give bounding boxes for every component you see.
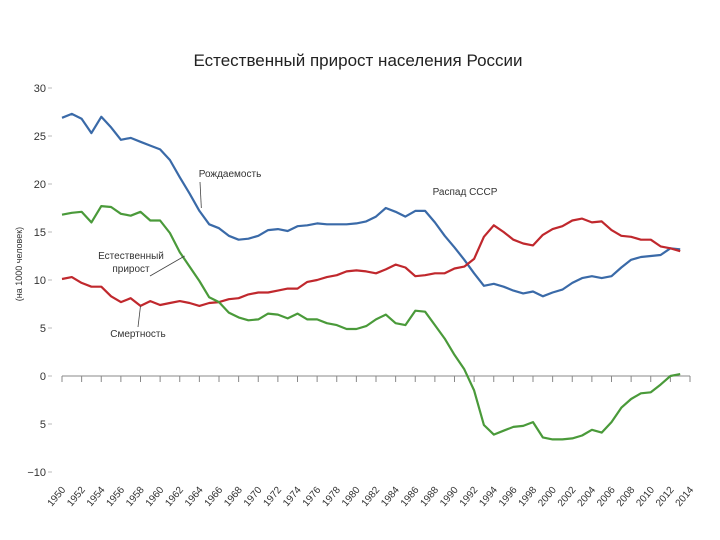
chart-title: Естественный прирост населения России — [193, 51, 522, 70]
x-tick-label: 2012 — [654, 485, 677, 509]
series-line — [61, 217, 681, 307]
x-tick-label: 1966 — [203, 485, 226, 509]
x-tick-label: 1954 — [85, 485, 108, 509]
x-tick-label: 1960 — [144, 485, 167, 509]
x-tick-label: 1986 — [399, 485, 422, 509]
annotation-leader — [137, 305, 141, 328]
y-tick-label: 5 — [40, 323, 46, 335]
x-tick-label: 2002 — [556, 485, 579, 509]
annotation: Естественный прирост — [98, 251, 164, 275]
x-tick-label: 1952 — [65, 485, 88, 509]
annotation-leader — [149, 255, 185, 277]
y-tick-label: 20 — [34, 179, 46, 191]
series-line — [61, 205, 681, 441]
annotation-leader — [199, 181, 202, 209]
x-tick-label: 1996 — [497, 485, 520, 509]
x-tick-label: 1956 — [104, 485, 127, 509]
x-tick-label: 1970 — [242, 485, 265, 509]
y-tick-label: 25 — [34, 131, 46, 143]
x-tick-label: 2014 — [674, 485, 697, 509]
x-tick-label: 1962 — [163, 485, 186, 509]
series-line — [61, 112, 681, 298]
x-tick-label: 1976 — [301, 485, 324, 509]
y-tick-label: 15 — [34, 227, 46, 239]
x-tick-label: 1968 — [222, 485, 245, 509]
x-tick-label: 2006 — [595, 485, 618, 509]
x-tick-label: 1982 — [360, 485, 383, 509]
y-tick-label: 0 — [40, 371, 46, 383]
x-tick-label: 1950 — [46, 485, 69, 509]
y-tick-label: 10 — [34, 275, 46, 287]
x-tick-label: 2000 — [536, 485, 559, 509]
x-tick-label: 1980 — [340, 485, 363, 509]
x-tick-label: 1972 — [261, 485, 284, 509]
y-axis-label: (на 1000 человек) — [14, 227, 24, 301]
x-tick-label: 1990 — [438, 485, 461, 509]
x-tick-label: 1974 — [281, 485, 304, 509]
y-tick-label: −10 — [27, 467, 46, 479]
x-tick-label: 1978 — [320, 485, 343, 509]
x-tick-label: 1988 — [418, 485, 441, 509]
x-tick-label: 2010 — [634, 485, 657, 509]
y-tick-label: 5 — [40, 419, 46, 431]
x-tick-label: 1994 — [477, 485, 500, 509]
x-tick-label: 2004 — [575, 485, 598, 509]
x-tick-label: 1998 — [517, 485, 540, 509]
annotation: Смертность — [110, 329, 166, 340]
y-tick-label: 30 — [34, 83, 46, 95]
annotation: Рождаемость — [198, 169, 262, 180]
x-tick-label: 2008 — [615, 485, 638, 509]
x-tick-label: 1964 — [183, 485, 206, 509]
x-tick-label: 1984 — [379, 485, 402, 509]
x-tick-label: 1958 — [124, 485, 147, 509]
x-tick-label: 1992 — [458, 485, 481, 509]
annotation: Распад СССР — [432, 187, 498, 198]
